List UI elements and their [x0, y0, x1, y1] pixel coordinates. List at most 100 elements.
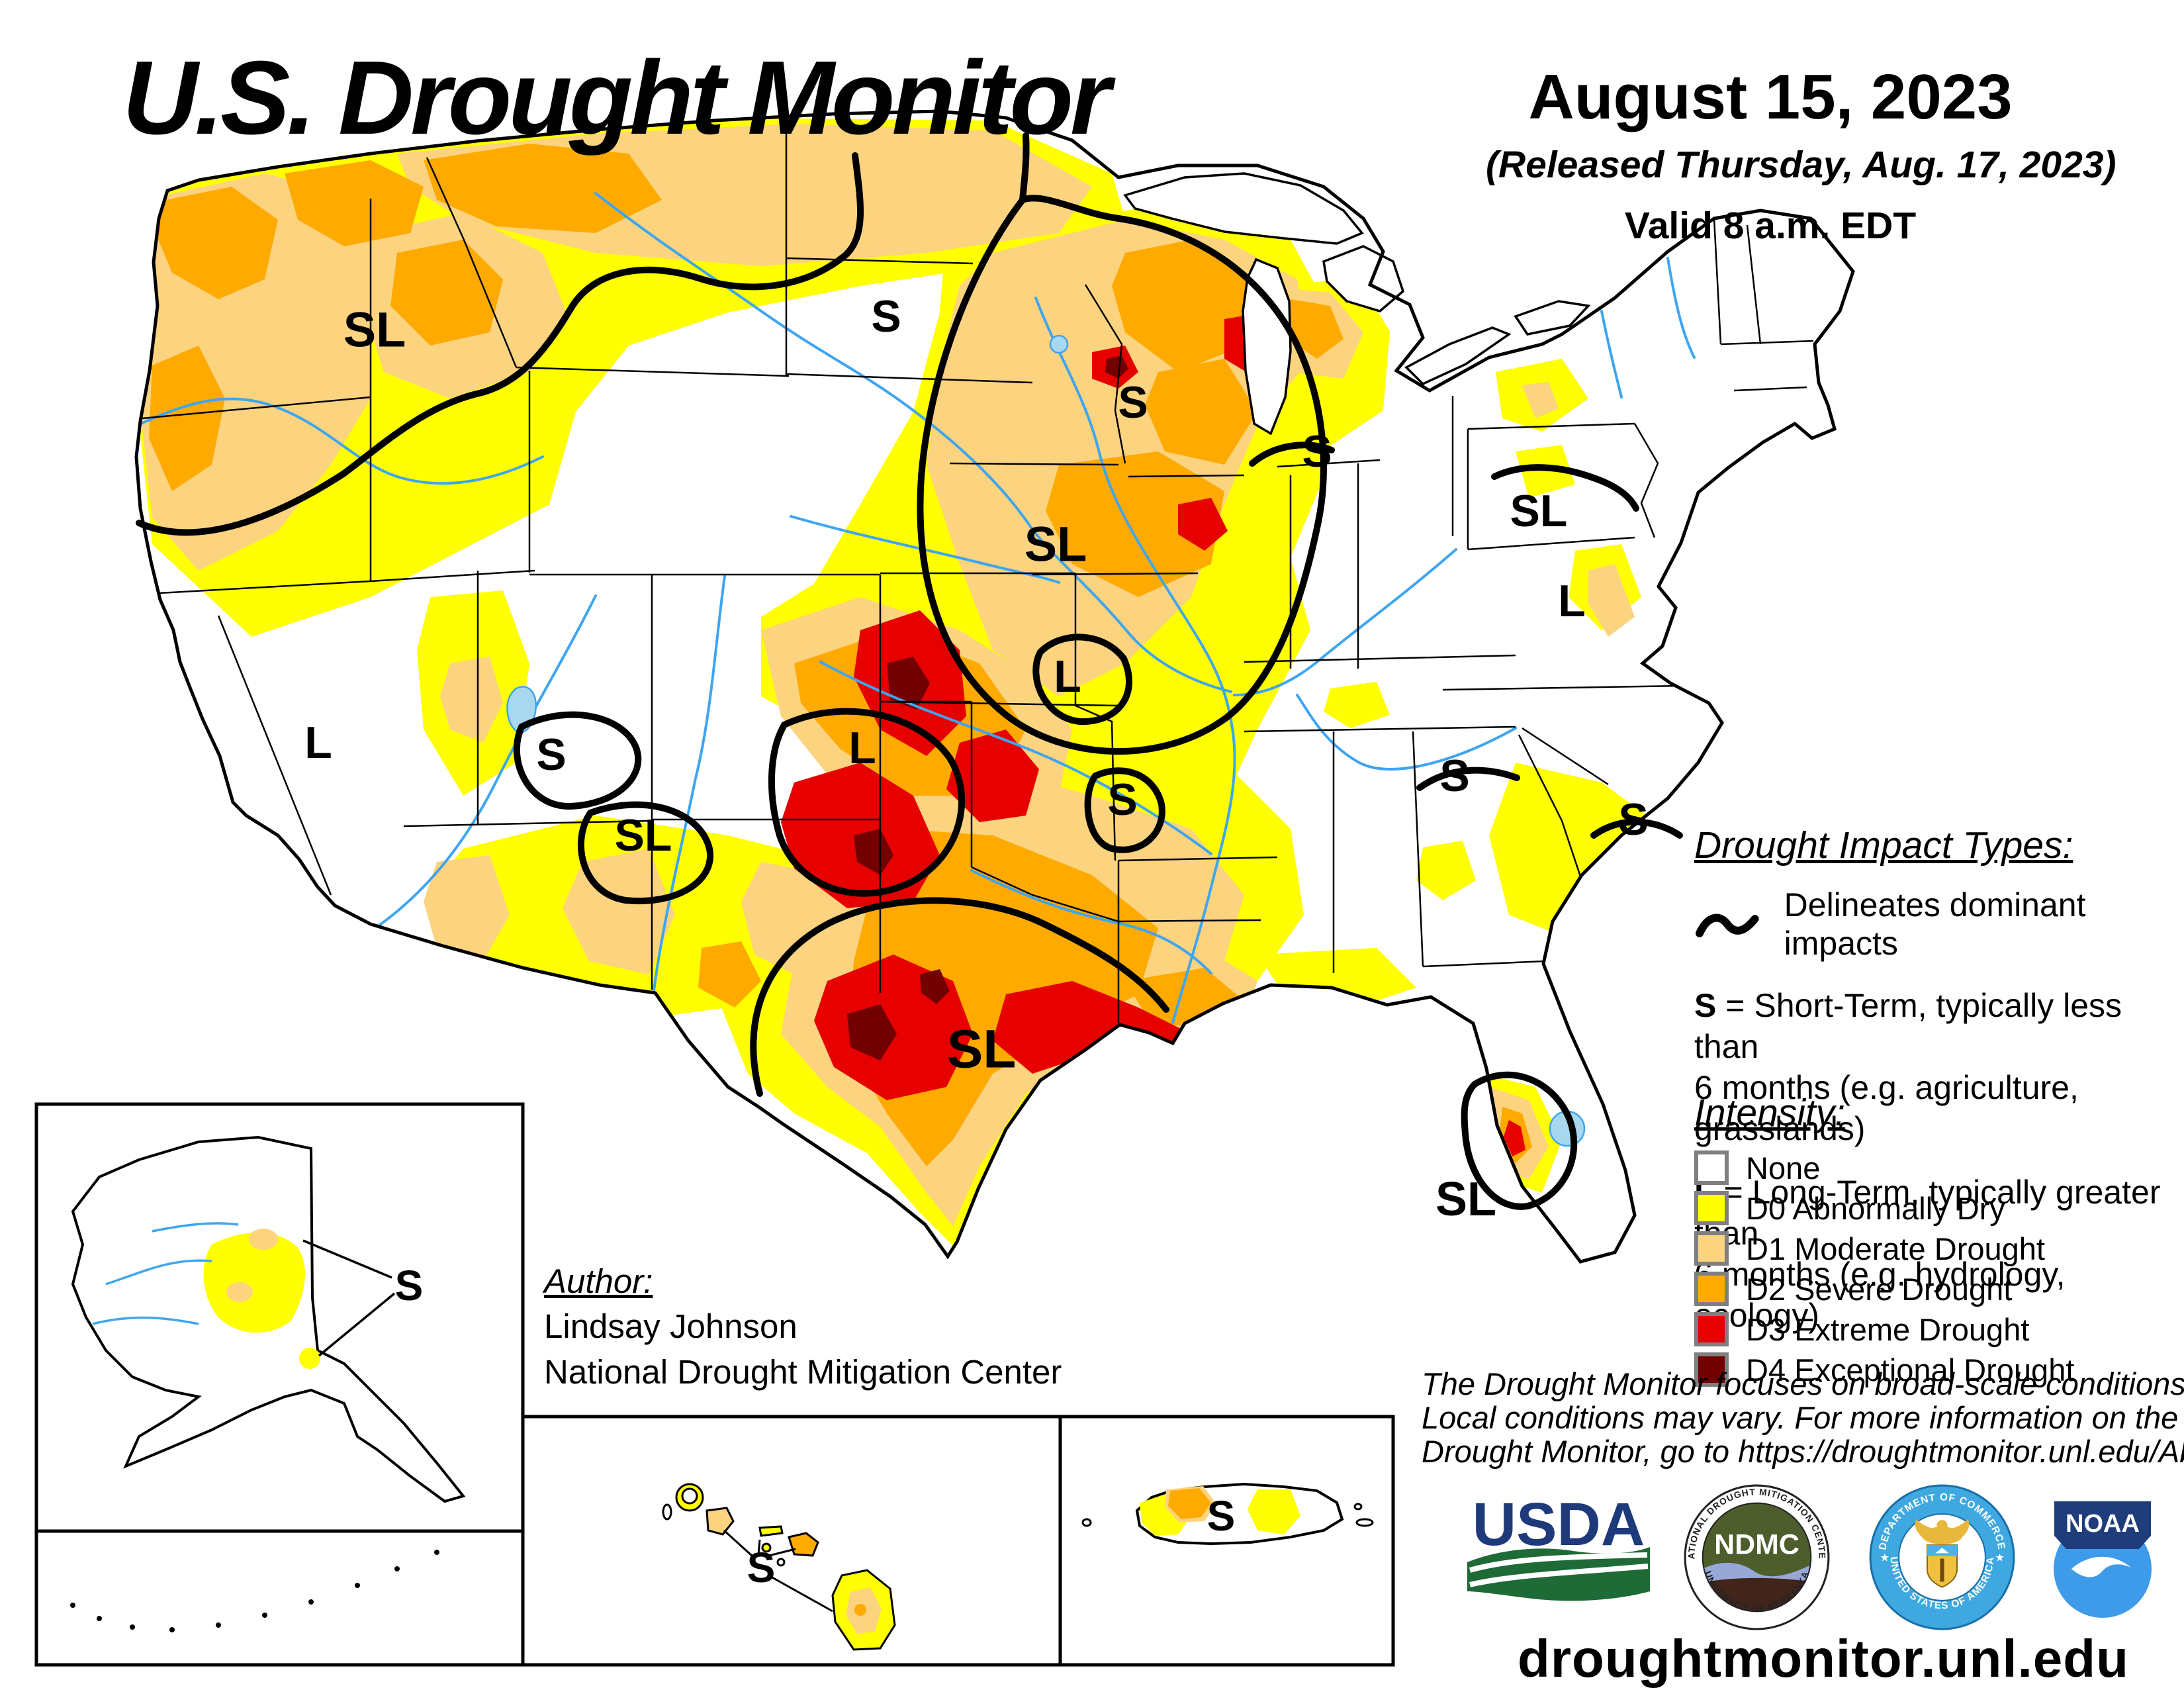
ndmc-wordmark: NDMC [1714, 1528, 1799, 1560]
date-block: August 15, 2023 (Released Thursday, Aug.… [1486, 61, 2116, 248]
puerto-rico-inset-box [1058, 1415, 1395, 1667]
intensity-swatch-none [1694, 1150, 1729, 1185]
noaa-wordmark: NOAA [2066, 1510, 2140, 1538]
puerto-rico-map [1081, 1482, 1374, 1546]
pr-d2-patch [1168, 1488, 1211, 1519]
alaska-d0-patch [203, 1232, 305, 1333]
intensity-item-D0: D0 Abnormally Dry [1694, 1190, 2184, 1226]
impact-label-s-13: S [1439, 751, 1469, 801]
intensity-item-none: None [1694, 1150, 2184, 1186]
author-heading: Author: [544, 1262, 653, 1300]
intensity-label-D0: D0 Abnormally Dry [1746, 1190, 2005, 1226]
commerce-star-left: ★ [1880, 1552, 1889, 1564]
noaa-logo: NOAA [2054, 1501, 2152, 1618]
intensity-label-D3: D3 Extreme Drought [1746, 1311, 2030, 1347]
impact-label-l-11: L [1054, 651, 1081, 702]
pr-d0-east [1248, 1489, 1300, 1534]
impact-label-sl-0: SL [343, 303, 406, 357]
intensity-label-D2: D2 Severe Drought [1746, 1271, 2013, 1307]
intensity-item-D3: D3 Extreme Drought [1694, 1311, 2184, 1347]
noaa-crest [2054, 1501, 2151, 1549]
intensity-swatch-D4 [1694, 1352, 1729, 1387]
squiggle-icon [1695, 914, 1759, 937]
impact-label-sl-15: SL [947, 1019, 1017, 1080]
impact-delineation-lines [136, 132, 1683, 1210]
intensity-swatch-D0 [1694, 1191, 1729, 1225]
d4-exceptional-drought-layer [847, 355, 1128, 1060]
intensity-swatch-D3 [1694, 1312, 1729, 1346]
impact-label-l-7: L [304, 718, 332, 768]
alaska-rivers [92, 1222, 239, 1325]
impact-label-l-10: L [848, 723, 876, 773]
impact-label-s-17: S [395, 1262, 424, 1309]
intensity-heading: Intensity: [1694, 1092, 1846, 1134]
great-lakes [1123, 172, 1591, 436]
disclaimer-line-1: The Drought Monitor focuses on broad-sca… [1422, 1366, 2184, 1401]
impact-labels-layer: SL S S S SL SL L L S SL L L S S S SL SL S S S [304, 291, 1648, 1591]
hawaii-label-pointers [723, 1529, 833, 1613]
usda-logo: USDA [1467, 1491, 1650, 1601]
intensity-rows: None D0 Abnormally Dry D1 Moderate Drought… [1694, 1150, 2184, 1387]
impact-label-sl-5: SL [1510, 486, 1568, 536]
release-date: (Released Thursday, Aug. 17, 2023) [1486, 144, 2116, 186]
impact-label-sl-4: SL [1024, 517, 1087, 572]
aleutians-inset-box [34, 1529, 525, 1667]
author-name: Lindsay Johnson [544, 1307, 797, 1346]
impact-label-s-1: S [871, 291, 901, 342]
hawaii-map [662, 1483, 896, 1651]
intensity-label-D4: D4 Exceptional Drought [1746, 1352, 2075, 1387]
delineates-row: Delineates dominant impacts [1694, 886, 2184, 962]
commerce-eagle-shield [1915, 1519, 1970, 1588]
intensity-item-D4: D4 Exceptional Drought [1694, 1352, 2184, 1387]
impact-types-heading: Drought Impact Types: [1694, 824, 2073, 867]
usda-wordmark: USDA [1473, 1491, 1645, 1558]
commerce-star-right: ★ [1995, 1552, 2005, 1564]
site-url: droughtmonitor.unl.edu [1517, 1629, 2130, 1688]
impact-label-sl-16: SL [1435, 1173, 1496, 1226]
author-block: Author: Lindsay Johnson National Drought… [544, 1259, 1062, 1395]
impact-label-s-3: S [1302, 426, 1332, 477]
short-term-prefix: S [1694, 987, 1717, 1024]
disclaimer-line-3: Drought Monitor, go to https://droughtmo… [1422, 1433, 2184, 1469]
impact-label-s-14: S [1618, 794, 1648, 845]
intensity-item-D1: D1 Moderate Drought [1694, 1231, 2184, 1266]
rivers [140, 192, 1696, 1024]
impact-label-s-18: S [747, 1544, 776, 1591]
valid-time: Valid 8 a.m. EDT [1624, 205, 1917, 247]
intensity-swatch-D2 [1694, 1272, 1729, 1306]
ndmc-logo: NDMC NATIONAL DROUGHT MITIGATION CENTER … [1682, 1483, 1830, 1630]
short-term-definition: S = Short-Term, typically less than 6 mo… [1694, 985, 2184, 1149]
intensity-label-none: None [1746, 1150, 1821, 1186]
pr-small-islands [1081, 1503, 1374, 1527]
intensity-item-D2: D2 Severe Drought [1694, 1271, 2184, 1307]
alaska-label-pointers [302, 1239, 396, 1357]
short-term-line1: = Short-Term, typically less than [1694, 987, 2122, 1065]
alaska-d0-spot [299, 1348, 320, 1369]
delineates-label: Delineates dominant impacts [1784, 886, 2086, 962]
disclaimer-line-2: Local conditions may vary. For more info… [1422, 1399, 2179, 1435]
alaska-map [70, 1135, 466, 1632]
map-date: August 15, 2023 [1528, 62, 2013, 132]
noaa-bird-icon [2071, 1556, 2131, 1577]
intensity-legend: Intensity: None D0 Abnormally Dry D1 Moder… [1694, 1091, 2184, 1393]
commerce-seal: DEPARTMENT OF COMMERCE UNITED STATES OF … [1869, 1484, 2015, 1630]
alaska-d1-spot-2 [226, 1282, 253, 1302]
page-title: U.S. Drought Monitor [122, 40, 1111, 156]
impact-label-s-12: S [1107, 774, 1137, 825]
intensity-label-D1: D1 Moderate Drought [1746, 1231, 2045, 1266]
alaska-d1-spot [249, 1229, 278, 1250]
impact-label-sl-9: SL [615, 810, 672, 861]
impact-label-s-2: S [1118, 377, 1148, 428]
hawaii-big-island-d2 [854, 1604, 866, 1616]
impact-label-s-19: S [1207, 1492, 1236, 1540]
impact-label-s-8: S [536, 729, 566, 780]
impact-label-l-6: L [1558, 576, 1586, 626]
aleutian-islands [70, 1550, 439, 1632]
intensity-swatch-D1 [1694, 1231, 1729, 1266]
short-term-line2: 6 months (e.g. agriculture, grasslands) [1694, 1069, 2079, 1147]
disclaimer-text: The Drought Monitor focuses on broad-sca… [1422, 1366, 2184, 1469]
author-organization: National Drought Mitigation Center [544, 1352, 1062, 1391]
hawaii-islands [662, 1483, 896, 1651]
